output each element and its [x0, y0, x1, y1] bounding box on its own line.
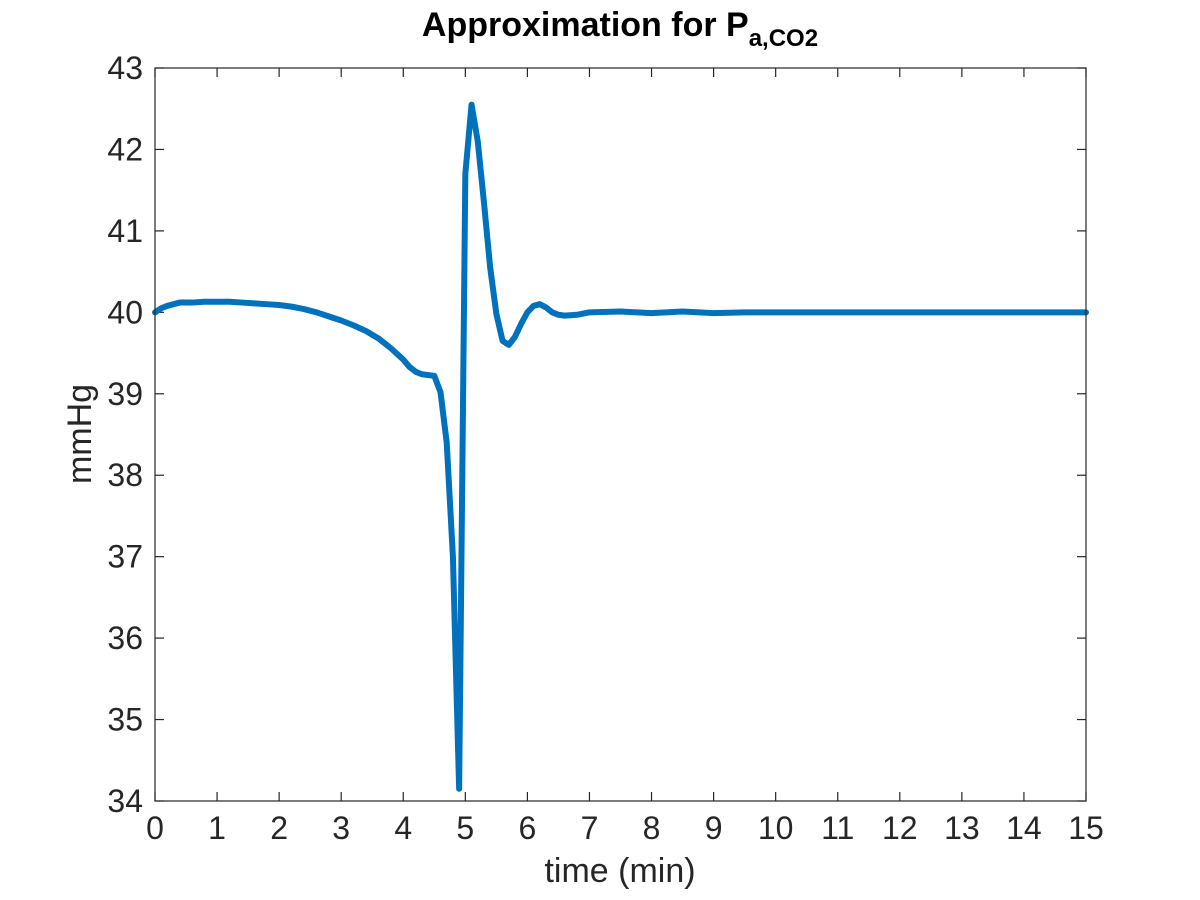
series-line [152, 101, 1089, 792]
x-tick-label: 11 [821, 810, 854, 846]
chart-title-subscript: a,CO2 [749, 25, 818, 52]
x-tick-label: 3 [332, 810, 350, 846]
x-tick-label: 13 [944, 810, 980, 846]
y-tick-label: 43 [107, 50, 143, 86]
y-tick-label: 34 [107, 783, 143, 819]
x-tick-label: 0 [146, 810, 164, 846]
y-axis-label: mmHg [61, 384, 99, 484]
x-tick-label: 9 [705, 810, 723, 846]
x-tick-label: 4 [394, 810, 412, 846]
tick-labels: 0 1 2 3 4 5 6 7 8 9 10 11 12 13 14 15343536373839404142… [107, 50, 1103, 846]
y-tick-label: 38 [107, 457, 143, 493]
y-tick-label: 41 [107, 213, 143, 249]
x-tick-label: 7 [581, 810, 599, 846]
y-tick-label: 35 [107, 702, 143, 738]
x-tick-label: 6 [519, 810, 537, 846]
y-tick-label: 39 [107, 376, 143, 412]
x-tick-label: 5 [456, 810, 474, 846]
y-tick-label: 42 [107, 131, 143, 167]
x-axis-label: time (min) [544, 852, 695, 890]
plot-frame [154, 67, 1087, 802]
x-tick-label: 1 [208, 810, 226, 846]
x-tick-label: 8 [643, 810, 661, 846]
x-tick-label: 2 [270, 810, 288, 846]
axis-ticks [154, 67, 1087, 802]
chart-title-main: Approximation for P [422, 6, 749, 44]
y-tick-label: 40 [107, 294, 143, 330]
chart-title: Approximation for Pa,CO2 [422, 6, 818, 52]
x-tick-label: 12 [882, 810, 918, 846]
x-tick-label: 10 [758, 810, 794, 846]
x-tick-label: 14 [1006, 810, 1042, 846]
x-tick-label: 15 [1068, 810, 1104, 846]
y-tick-label: 37 [107, 539, 143, 575]
y-tick-label: 36 [107, 620, 143, 656]
